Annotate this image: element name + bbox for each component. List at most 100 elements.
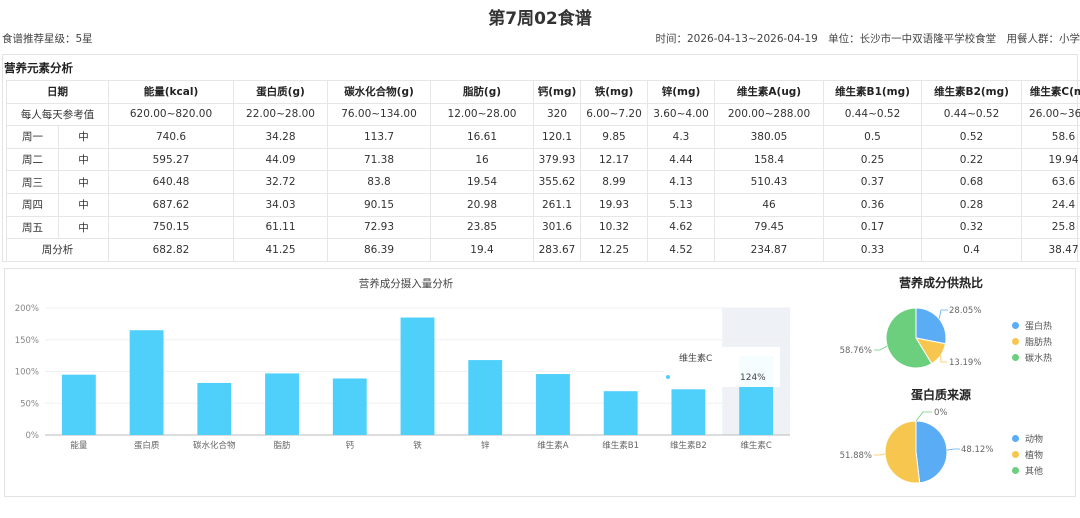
legend-item[interactable]: 蛋白热 bbox=[1012, 317, 1052, 333]
legend-dot-icon bbox=[1012, 337, 1019, 345]
bar[interactable] bbox=[536, 374, 570, 435]
legend-dot-icon bbox=[1012, 466, 1019, 474]
day-cell: 周五 bbox=[6, 215, 59, 240]
table-cell: 19.54 bbox=[430, 170, 534, 194]
table-cell: 379.93 bbox=[533, 147, 581, 172]
table-cell: 261.1 bbox=[533, 192, 581, 217]
table-cell: 640.48 bbox=[108, 170, 234, 194]
table-cell: 0.44~0.52 bbox=[921, 102, 1022, 127]
column-header: 维生素C(mg) bbox=[1021, 80, 1080, 104]
table-cell: 0.17 bbox=[823, 215, 922, 240]
table-cell: 120.1 bbox=[533, 125, 581, 149]
table-cell: 19.93 bbox=[580, 192, 648, 217]
pie-slice[interactable] bbox=[885, 307, 933, 369]
table-cell: 3.60~4.00 bbox=[647, 102, 715, 127]
legend-item[interactable]: 植物 bbox=[1012, 446, 1043, 462]
bar[interactable] bbox=[332, 378, 367, 435]
table-cell: 10.32 bbox=[580, 215, 648, 240]
table-cell: 0.4 bbox=[921, 238, 1022, 262]
table-cell: 71.38 bbox=[327, 147, 431, 172]
slice-label: 48.12% bbox=[961, 445, 993, 455]
tooltip-marker bbox=[666, 375, 670, 379]
table-cell: 0.68 bbox=[921, 170, 1022, 194]
unit-text: 单位：长沙市一中双语隆平学校食堂 bbox=[828, 33, 997, 45]
day-cell: 周二 bbox=[6, 147, 59, 172]
table-cell: 26.00~36.00 bbox=[1021, 102, 1080, 127]
table-cell: 83.8 bbox=[327, 170, 431, 194]
legend-dot-icon bbox=[1012, 321, 1019, 329]
table-cell: 0.33 bbox=[823, 238, 922, 262]
table-cell: 9.85 bbox=[580, 125, 648, 149]
intake-bar-chart: 0% 50% 100% 150% 200% 能量 蛋白质 碳水化合物 脂肪 钙 铁 锌 维生素A 维生素B… bbox=[15, 304, 790, 451]
section-title: 营养元素分析 bbox=[4, 61, 73, 75]
bar[interactable] bbox=[603, 391, 638, 435]
column-header: 能量(kcal) bbox=[108, 80, 234, 104]
table-cell: 12.00~28.00 bbox=[430, 102, 534, 127]
pie-slice[interactable] bbox=[884, 420, 921, 484]
x-tick-label: 维生素C bbox=[740, 440, 772, 451]
meal-cell: 中 bbox=[58, 215, 109, 240]
legend-item[interactable]: 动物 bbox=[1012, 430, 1043, 446]
table-row: 周五中 750.15 61.11 72.93 23.85 301.6 10.32 4.62 79… bbox=[6, 215, 1080, 240]
slice-label: 28.05% bbox=[949, 306, 981, 316]
table-cell: 0.22 bbox=[921, 147, 1022, 172]
table-cell: 4.3 bbox=[647, 125, 715, 149]
bar[interactable] bbox=[400, 317, 435, 435]
table-cell: 4.62 bbox=[647, 215, 715, 240]
y-tick-label: 50% bbox=[20, 399, 39, 409]
x-tick-label: 能量 bbox=[70, 440, 88, 451]
time-text: 时间：2026-04-13~2026-04-19 bbox=[655, 33, 818, 45]
table-cell: 86.39 bbox=[327, 238, 431, 262]
day-cell: 周一 bbox=[6, 125, 59, 149]
legend-item[interactable]: 其他 bbox=[1012, 462, 1043, 478]
leader-line bbox=[915, 411, 932, 422]
bar[interactable] bbox=[129, 330, 164, 435]
x-tick-label: 碳水化合物 bbox=[193, 440, 236, 451]
table-cell: 301.6 bbox=[533, 215, 581, 240]
legend-label: 动物 bbox=[1025, 434, 1044, 445]
page-title: 第7周02食谱 bbox=[488, 9, 592, 29]
table-row: 周二中 595.27 44.09 71.38 16 379.93 12.17 4.44 158.… bbox=[6, 147, 1080, 172]
summary-row: 周分析 682.82 41.25 86.39 19.4 283.67 12.25 4.52 23… bbox=[6, 238, 1080, 262]
pie-slice[interactable] bbox=[915, 307, 947, 345]
bar[interactable] bbox=[671, 389, 706, 435]
protein-source-pie-chart: 48.12% 51.88% 0% bbox=[840, 408, 993, 484]
day-cell: 周三 bbox=[6, 170, 59, 194]
row-label: 周分析 bbox=[6, 238, 109, 262]
legend-label: 脂肪热 bbox=[1025, 337, 1053, 348]
table-cell: 750.15 bbox=[108, 215, 234, 240]
table-cell: 19.94 bbox=[1021, 147, 1080, 172]
legend-item[interactable]: 碳水热 bbox=[1012, 349, 1052, 365]
bar[interactable] bbox=[61, 374, 96, 435]
legend-label: 其他 bbox=[1025, 466, 1044, 477]
legend-item[interactable]: 脂肪热 bbox=[1012, 333, 1052, 349]
column-header: 钙(mg) bbox=[533, 80, 581, 104]
table-cell: 12.25 bbox=[580, 238, 648, 262]
pie-title-protein: 蛋白质来源 bbox=[911, 388, 972, 402]
table-cell: 38.47 bbox=[1021, 238, 1080, 262]
x-tick-label: 铁 bbox=[413, 440, 422, 451]
table-cell: 16.61 bbox=[430, 125, 534, 149]
meal-cell: 中 bbox=[58, 192, 109, 217]
column-header: 碳水化合物(g) bbox=[327, 80, 431, 104]
pie-slice[interactable] bbox=[915, 420, 948, 484]
table-cell: 4.52 bbox=[647, 238, 715, 262]
table-cell: 740.6 bbox=[108, 125, 234, 149]
table-cell: 46 bbox=[714, 192, 824, 217]
bar[interactable] bbox=[468, 360, 503, 435]
x-tick-label: 维生素B1 bbox=[602, 440, 639, 451]
x-tick-label: 钙 bbox=[346, 440, 355, 451]
crowd-text: 用餐人群：小学 bbox=[1006, 33, 1080, 45]
tooltip-box bbox=[664, 347, 780, 387]
bar[interactable] bbox=[265, 373, 299, 435]
legend-dot-icon bbox=[1012, 450, 1019, 458]
column-header: 蛋白质(g) bbox=[233, 80, 328, 104]
table-cell: 682.82 bbox=[108, 238, 234, 262]
bar-chart-title: 营养成分摄入量分析 bbox=[358, 278, 454, 290]
table-cell: 0.36 bbox=[823, 192, 922, 217]
column-header: 维生素B1(mg) bbox=[823, 80, 922, 104]
table-cell: 0.37 bbox=[823, 170, 922, 194]
bar[interactable] bbox=[197, 382, 232, 435]
table-header-row: 日期 能量(kcal) 蛋白质(g) 碳水化合物(g) 脂肪(g) 钙(mg) 铁(mg) 锌… bbox=[6, 80, 1080, 104]
